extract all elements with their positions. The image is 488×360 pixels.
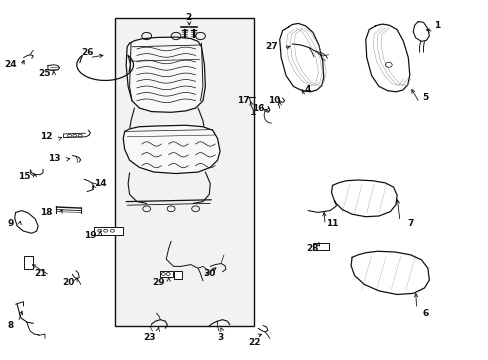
Text: 9: 9 [7, 219, 14, 228]
Text: 17: 17 [237, 96, 249, 105]
Text: 7: 7 [407, 219, 413, 228]
Bar [115, 18, 254, 326]
Bar [312, 243, 328, 250]
Text: 20: 20 [62, 278, 75, 287]
Text: 29: 29 [152, 278, 165, 287]
Bar [173, 271, 182, 279]
Text: 19: 19 [84, 231, 97, 240]
Polygon shape [331, 180, 396, 217]
Text: 4: 4 [304, 85, 311, 94]
Text: 5: 5 [422, 93, 427, 102]
Polygon shape [15, 211, 38, 233]
Text: 24: 24 [4, 60, 17, 69]
Text: 21: 21 [34, 269, 46, 278]
Text: 22: 22 [247, 338, 260, 347]
Polygon shape [412, 22, 428, 41]
Text: 11: 11 [325, 219, 338, 228]
Polygon shape [279, 23, 323, 92]
Polygon shape [365, 24, 409, 92]
Text: 3: 3 [217, 333, 223, 342]
Text: 28: 28 [306, 244, 319, 253]
Text: 27: 27 [264, 42, 277, 51]
Text: 25: 25 [38, 69, 50, 78]
Text: 18: 18 [40, 208, 53, 217]
Bar [24, 256, 33, 269]
Polygon shape [350, 251, 428, 294]
Text: 30: 30 [203, 269, 215, 278]
Text: 16: 16 [251, 104, 264, 112]
Text: 10: 10 [267, 96, 280, 105]
Text: 12: 12 [40, 132, 53, 141]
Text: 8: 8 [8, 321, 14, 330]
Text: 6: 6 [422, 309, 427, 318]
Polygon shape [123, 125, 220, 174]
Polygon shape [126, 37, 205, 112]
Text: 13: 13 [47, 154, 60, 163]
Bar [94, 227, 123, 235]
Text: 23: 23 [142, 333, 155, 342]
Text: 26: 26 [81, 48, 93, 57]
Text: 14: 14 [94, 179, 106, 188]
Bar [160, 271, 172, 277]
Text: 1: 1 [434, 21, 440, 30]
Text: 2: 2 [185, 13, 191, 22]
Text: 15: 15 [18, 172, 31, 181]
